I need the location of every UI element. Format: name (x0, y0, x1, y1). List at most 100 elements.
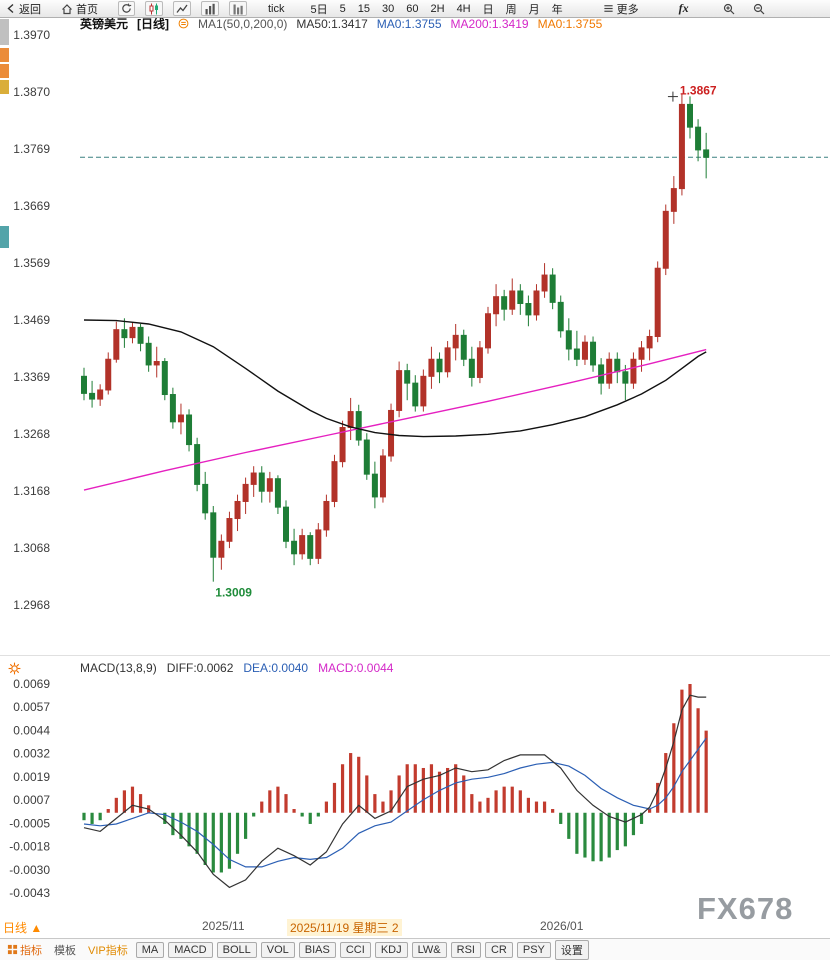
candlestick-series (81, 93, 710, 582)
bar-chart-button[interactable] (201, 1, 219, 16)
period-30-button[interactable]: 30 (376, 0, 400, 17)
left-tab[interactable] (0, 80, 9, 94)
line-chart-button[interactable] (173, 1, 191, 16)
ma-button[interactable]: MA (135, 941, 165, 958)
period-day-button[interactable]: 日 (477, 0, 500, 17)
period-4h-button-label: 4H (456, 2, 471, 15)
rsi-button[interactable]: RSI (450, 941, 481, 958)
ma0-value: MA0:1.3755 (376, 16, 442, 31)
templates-tab[interactable]: 模板 (50, 941, 80, 959)
menu-icon (603, 3, 614, 14)
period-60-button[interactable]: 60 (400, 0, 424, 17)
price-axis-label: 1.3769 (13, 142, 50, 156)
magnifier-plus-icon (723, 3, 735, 15)
boll-button[interactable]: BOLL (216, 941, 257, 958)
settings-button-label: 设置 (560, 944, 583, 957)
home-icon (61, 3, 73, 15)
period-tick-button[interactable]: tick (262, 0, 291, 17)
refresh-button[interactable] (118, 1, 135, 16)
period-5d-button-label: 5日 (310, 3, 328, 16)
macd-axis-label: 0.0019 (13, 770, 50, 784)
lwr-button-label: LW& (417, 943, 441, 956)
fx-button[interactable]: fx (673, 0, 695, 17)
macd-axis-label: 0.0057 (13, 700, 50, 714)
period-tag: [日线] (137, 17, 170, 31)
period-year-button[interactable]: 年 (546, 0, 569, 17)
more-button-label: 更多 (616, 3, 639, 16)
indicators-tab-label: 指标 (20, 944, 42, 957)
price-axis-label: 1.3870 (13, 85, 50, 99)
home-button[interactable]: 首页 (55, 0, 104, 17)
kdj-button[interactable]: KDJ (374, 941, 408, 958)
price-axis-label: 1.3469 (13, 313, 50, 327)
ma200-line (83, 348, 707, 491)
vip-indicators-tab[interactable]: VIP指标 (84, 941, 132, 959)
macd-axis-label: -0.0043 (9, 886, 50, 900)
bias-button[interactable]: BIAS (298, 941, 336, 958)
templates-tab-label: 模板 (54, 944, 76, 957)
vol-button[interactable]: VOL (260, 941, 295, 958)
period-5-button-label: 5 (339, 2, 346, 15)
macd-dea-value: DEA:0.0040 (243, 661, 309, 675)
bottom-toolbar: 指标 模板 VIP指标 MA MACD BOLL VOL BIAS CCI KDJ LW& RSI CR… (0, 938, 830, 960)
cr-button[interactable]: CR (484, 941, 513, 958)
period-year-button-label: 年 (551, 3, 563, 16)
macd-button[interactable]: MACD (168, 941, 213, 958)
vip-indicators-tab-label: VIP指标 (88, 944, 128, 957)
price-chart-header: 英镑美元 [日线] MA1(50,0,200,0) MA50:1.3417 MA… (80, 15, 602, 32)
price-axis: 1.3970 1.3870 1.3769 1.3669 1.3569 1.3469 1.33… (13, 28, 50, 612)
top-toolbar: 返回 首页 tick 5日 5 15 30 60 2H 4H 日周月年 更多 fx (0, 0, 830, 18)
settings-button[interactable]: 设置 (554, 939, 589, 960)
zoom-out-button[interactable] (747, 0, 771, 17)
left-tab[interactable] (0, 64, 9, 78)
lwr-button[interactable]: LW& (411, 941, 447, 958)
more-button[interactable]: 更多 (597, 0, 645, 17)
period-5-button[interactable]: 5 (334, 0, 352, 17)
fx678-watermark: FX678 (697, 891, 794, 926)
indicators-tab[interactable]: 指标 (3, 941, 46, 959)
period-2h-button[interactable]: 2H (425, 0, 451, 17)
candle-chart-button[interactable] (145, 1, 163, 16)
cci-button[interactable]: CCI (339, 941, 371, 958)
macd-diff-value: DIFF:0.0062 (166, 661, 234, 675)
zoom-in-button[interactable] (717, 0, 741, 17)
period-15-button[interactable]: 15 (352, 0, 376, 17)
x-axis-date: 2025/11 (202, 919, 245, 933)
back-arrow-icon (6, 3, 16, 14)
psy-button[interactable]: PSY (516, 941, 551, 958)
back-button[interactable]: 返回 (0, 0, 47, 17)
left-tab[interactable] (0, 48, 9, 62)
period-month-button[interactable]: 月 (523, 0, 546, 17)
home-button-label: 首页 (76, 3, 98, 16)
price-axis-label: 1.2968 (13, 598, 50, 612)
price-axis-label: 1.3669 (13, 199, 50, 213)
macd-lines (83, 694, 707, 889)
price-axis-label: 1.3168 (13, 484, 50, 498)
high-price-label: 1.3867 (680, 84, 717, 98)
period-5d-button[interactable]: 5日 (305, 0, 334, 17)
bias-button-label: BIAS (304, 943, 330, 956)
back-button-label: 返回 (19, 3, 41, 16)
left-tab[interactable] (0, 19, 9, 45)
left-tab[interactable] (0, 226, 9, 248)
volume-chart-button[interactable] (229, 1, 247, 16)
info-circle-icon[interactable] (178, 18, 189, 29)
cci-button-label: CCI (345, 943, 365, 956)
low-price-label: 1.3009 (215, 586, 252, 600)
grid-icon (7, 944, 18, 955)
period-week-button[interactable]: 周 (500, 0, 523, 17)
macd-params: MACD(13,8,9) (80, 661, 157, 675)
macd-button-label: MACD (174, 943, 207, 956)
macd-axis-label: -0.0018 (9, 840, 50, 854)
period-month-button-label: 月 (528, 3, 540, 16)
macd-axis-label: 0.0069 (13, 677, 50, 691)
macd-value: MACD:0.0044 (318, 661, 394, 675)
line-chart-icon (176, 3, 188, 15)
period-4h-button[interactable]: 4H (451, 0, 477, 17)
timeframe-selector[interactable]: 日线 ▲ (3, 921, 43, 935)
macd-settings-icon[interactable] (8, 662, 21, 675)
macd-header: MACD(13,8,9) DIFF:0.0062 DEA:0.0040 MACD… (80, 661, 393, 675)
refresh-icon (121, 3, 132, 14)
